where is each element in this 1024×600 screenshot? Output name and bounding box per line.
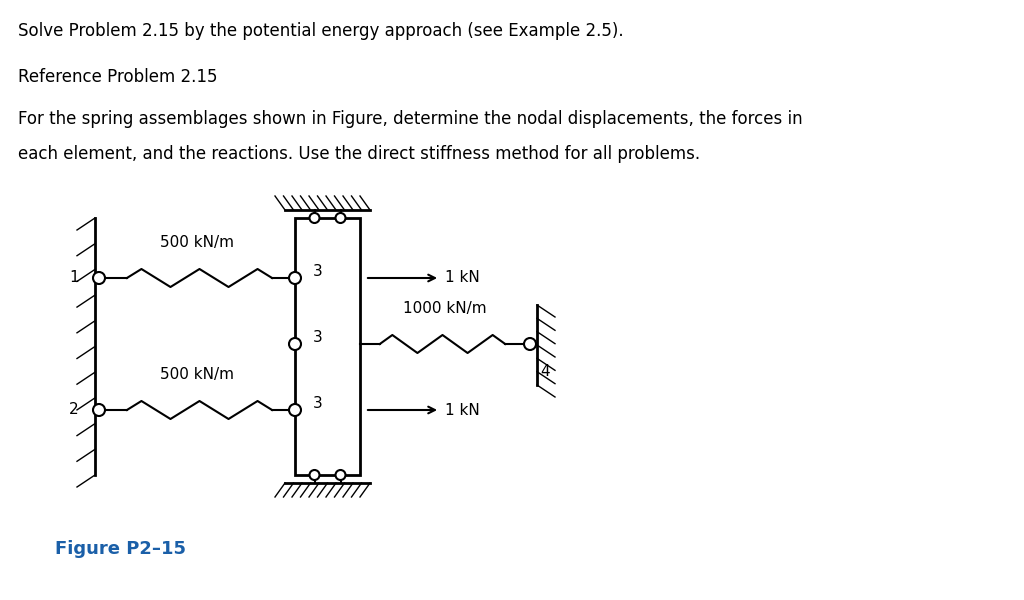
Text: For the spring assemblages shown in Figure, determine the nodal displacements, t: For the spring assemblages shown in Figu…	[18, 110, 803, 128]
Text: 1: 1	[70, 270, 79, 285]
Circle shape	[336, 470, 345, 480]
Text: 1 kN: 1 kN	[445, 403, 480, 418]
Circle shape	[93, 272, 105, 284]
Text: 500 kN/m: 500 kN/m	[160, 235, 234, 250]
Circle shape	[309, 213, 319, 223]
Text: 2: 2	[70, 402, 79, 417]
Text: Figure P2–15: Figure P2–15	[55, 540, 186, 558]
Circle shape	[309, 470, 319, 480]
Text: 4: 4	[540, 364, 550, 379]
Circle shape	[524, 338, 536, 350]
Text: 1 kN: 1 kN	[445, 270, 480, 285]
Circle shape	[336, 213, 345, 223]
Text: 3: 3	[313, 396, 323, 411]
Text: 3: 3	[313, 264, 323, 279]
Circle shape	[93, 404, 105, 416]
Text: 1000 kN/m: 1000 kN/m	[403, 301, 486, 316]
Circle shape	[289, 272, 301, 284]
Text: Reference Problem 2.15: Reference Problem 2.15	[18, 68, 217, 86]
Text: each element, and the reactions. Use the direct stiffness method for all problem: each element, and the reactions. Use the…	[18, 145, 700, 163]
Circle shape	[289, 404, 301, 416]
Circle shape	[289, 338, 301, 350]
Bar	[295, 218, 360, 475]
Text: 500 kN/m: 500 kN/m	[160, 367, 234, 382]
Text: 3: 3	[313, 330, 323, 345]
Text: Solve Problem 2.15 by the potential energy approach (see Example 2.5).: Solve Problem 2.15 by the potential ener…	[18, 22, 624, 40]
